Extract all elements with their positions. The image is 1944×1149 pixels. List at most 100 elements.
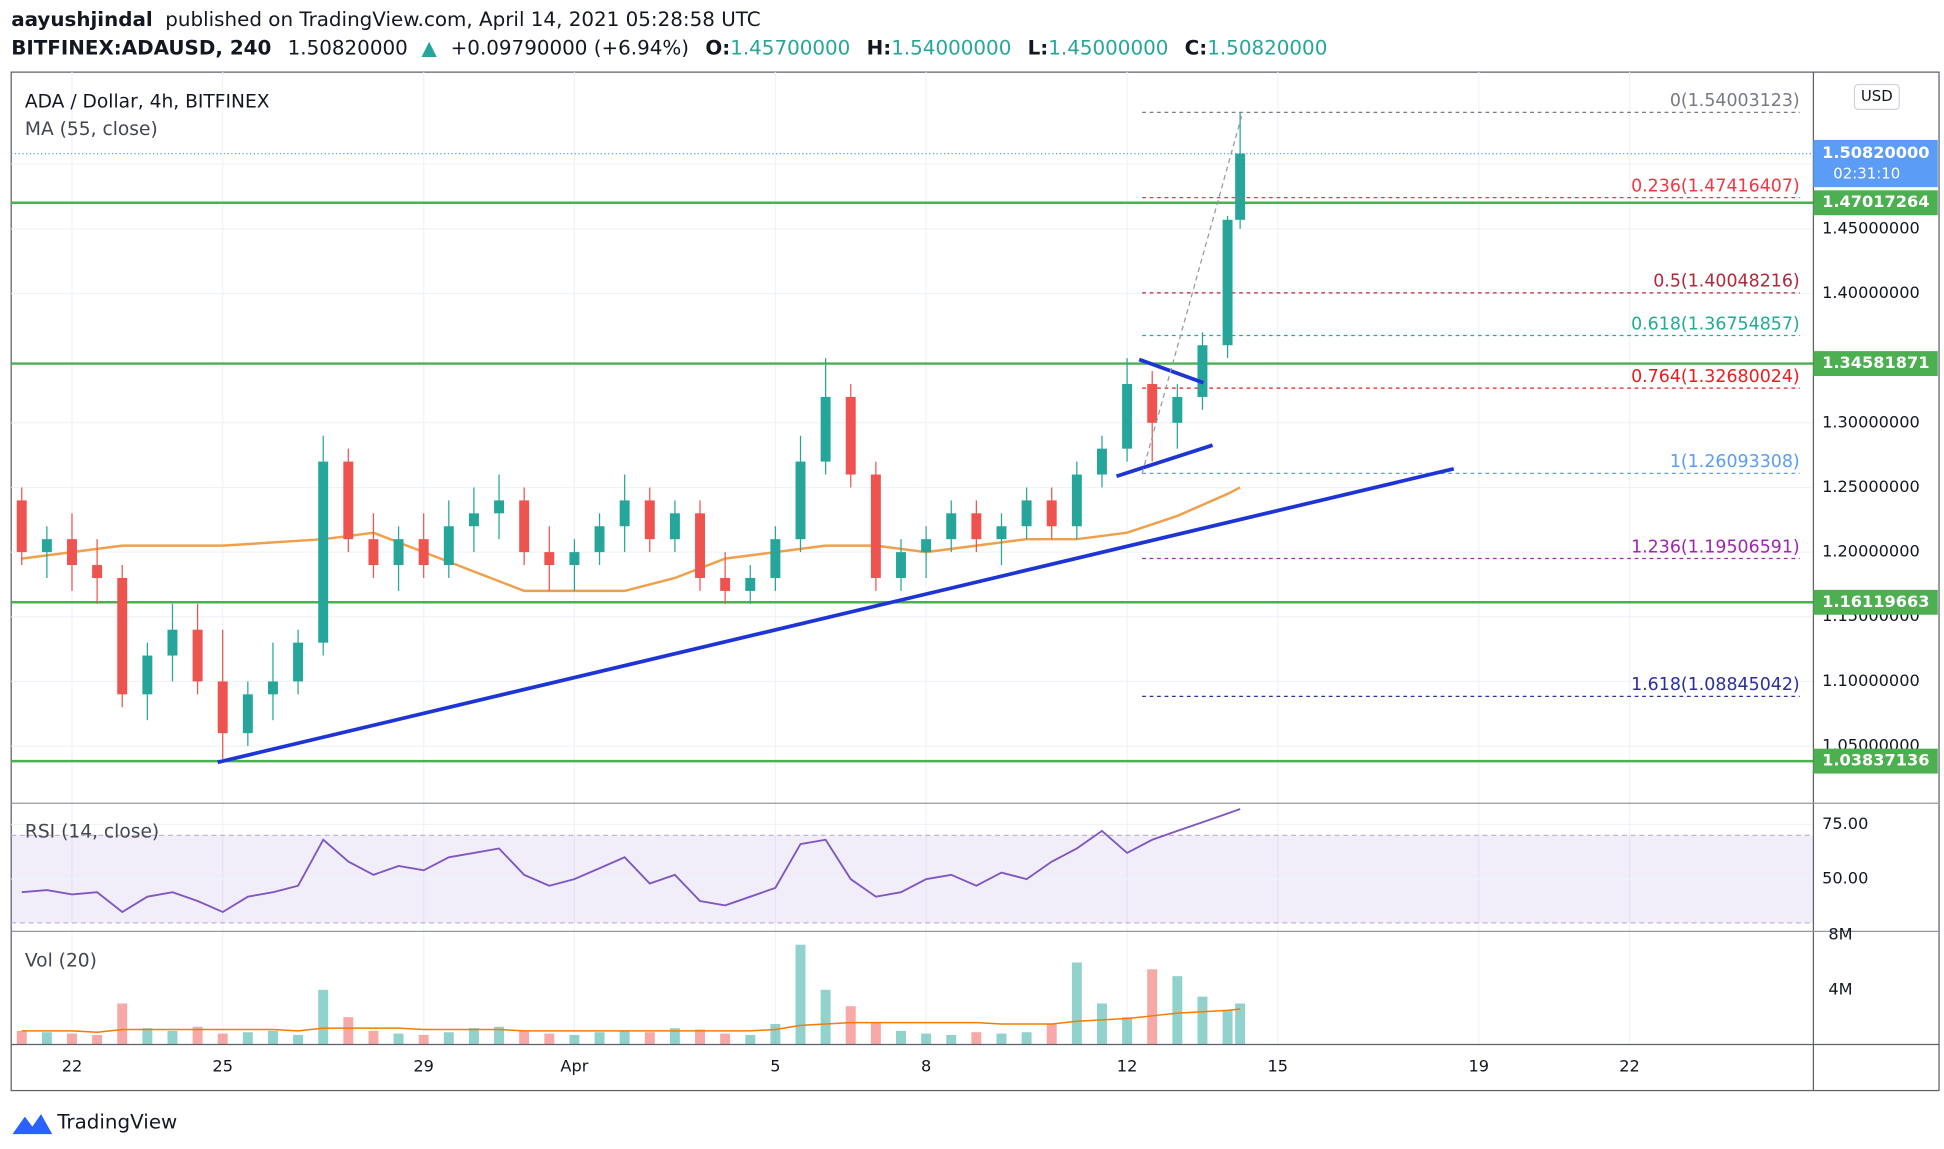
volume-bar [1172, 976, 1183, 1045]
fib-label: 0.618(1.36754857) [1631, 314, 1800, 334]
volume-bar [971, 1032, 982, 1045]
volume-bar [192, 1026, 203, 1045]
fib-label: 1.618(1.08845042) [1631, 675, 1800, 695]
volume-bar [293, 1034, 304, 1045]
volume-bar [1071, 962, 1082, 1045]
volume-bar [318, 989, 329, 1045]
volume-bar [1197, 996, 1208, 1045]
volume-ma-line [21, 1008, 1241, 1033]
candle-body [870, 474, 881, 578]
level-tag [1813, 748, 1938, 774]
candle-body [1172, 396, 1183, 423]
candle-body [343, 461, 354, 540]
volume-bar [343, 1017, 354, 1045]
candle-body [443, 526, 454, 566]
candle-body [1147, 384, 1158, 423]
candle-body [16, 500, 27, 553]
candle-body [418, 539, 429, 566]
level-tag-label: 1.34581871 [1822, 353, 1929, 372]
volume-bar [996, 1033, 1007, 1045]
x-tick-label: 8 [921, 1056, 931, 1075]
currency[interactable]: USD [1861, 87, 1893, 105]
volume-bar [1122, 1017, 1133, 1045]
candle-body [971, 513, 982, 540]
volume-bar [494, 1026, 505, 1045]
x-tick-label: 29 [413, 1056, 434, 1075]
last-price-tag [1813, 139, 1938, 188]
candle-body [594, 526, 605, 553]
volume-bar [418, 1034, 429, 1045]
volume-bar [167, 1030, 178, 1045]
candle-body [1071, 474, 1082, 527]
author: aayushjindal [11, 7, 153, 30]
candle-body [192, 629, 203, 682]
y-tick-label: 1.25000000 [1822, 477, 1920, 496]
volume-bar [544, 1033, 555, 1045]
l-label: L: [1028, 36, 1049, 59]
published: published on TradingView.com, April 14, … [165, 7, 760, 30]
volume-bar [921, 1033, 932, 1045]
candle-body [1222, 219, 1233, 346]
candle-body [267, 681, 278, 695]
currency-box[interactable] [1853, 83, 1900, 111]
candle-body [1122, 384, 1133, 449]
level-tag [1813, 351, 1938, 376]
candle-body [494, 500, 505, 514]
countdown: 02:31:10 [1833, 165, 1900, 183]
candle-body [644, 500, 655, 540]
candle-body [242, 694, 253, 734]
level-tag [1813, 589, 1938, 615]
candle-body [117, 577, 128, 695]
x-tick-label: 22 [62, 1056, 83, 1075]
volume-bar [41, 1032, 52, 1045]
volume-bar [368, 1030, 379, 1045]
candle-body [619, 500, 630, 527]
volume-bar [67, 1033, 77, 1045]
candle-body [795, 461, 806, 540]
candle-body [669, 513, 680, 540]
volume-bar [569, 1034, 580, 1045]
vol-title: Vol (20) [25, 951, 97, 972]
y-tick-label: 1.45000000 [1822, 218, 1920, 237]
y-tick-label: 1.20000000 [1822, 542, 1920, 561]
branding: TradingView [56, 1110, 177, 1133]
x-tick-label: 15 [1268, 1056, 1289, 1075]
price-pane-title: ADA / Dollar, 4h, BITFINEX [25, 91, 270, 112]
candle-body [745, 577, 756, 591]
candle-body [1197, 345, 1208, 397]
candle-body [92, 565, 103, 578]
volume-bar [946, 1034, 957, 1045]
high: 1.54000000 [891, 36, 1011, 59]
volume-bar [594, 1032, 605, 1045]
fib-label: 0(1.54003123) [1670, 91, 1800, 111]
candle-body [519, 500, 530, 553]
volume-bar [242, 1032, 253, 1045]
trendline [1138, 357, 1205, 385]
level-tag-label: 1.16119663 [1822, 592, 1929, 611]
level-tag [1813, 190, 1938, 216]
fib-label: 1(1.26093308) [1670, 452, 1800, 472]
candle-body [393, 539, 404, 566]
trendline [1141, 112, 1244, 474]
change: +0.09790000 (+6.94%) [451, 36, 689, 59]
volume-bar [845, 1006, 856, 1045]
candle-body [569, 552, 580, 566]
volume-bar [1147, 969, 1158, 1045]
candle-body [468, 513, 479, 527]
volume-bar [820, 989, 831, 1045]
fib-label: 0.236(1.47416407) [1631, 176, 1800, 196]
volume-bar [393, 1033, 404, 1045]
candle-body [845, 396, 856, 475]
candle-body [921, 539, 932, 553]
c-label: C: [1185, 36, 1208, 59]
logo [12, 1114, 53, 1135]
logo-shape [12, 1114, 53, 1135]
plot-layer: 0(1.54003123) 0.236(1.47416407) 0.5(1.4004… [11, 72, 1814, 1045]
y-tick-label: 75.00 [1822, 814, 1868, 833]
overlay-layer: 22 25 29 Apr 5 8 12 15 19 221.050000001.100000001… [62, 139, 1938, 1075]
x-tick-label: 5 [770, 1056, 780, 1075]
candle-body [67, 539, 77, 566]
open: 1.45700000 [730, 36, 850, 59]
y-tick-label: 4M [1828, 979, 1852, 998]
